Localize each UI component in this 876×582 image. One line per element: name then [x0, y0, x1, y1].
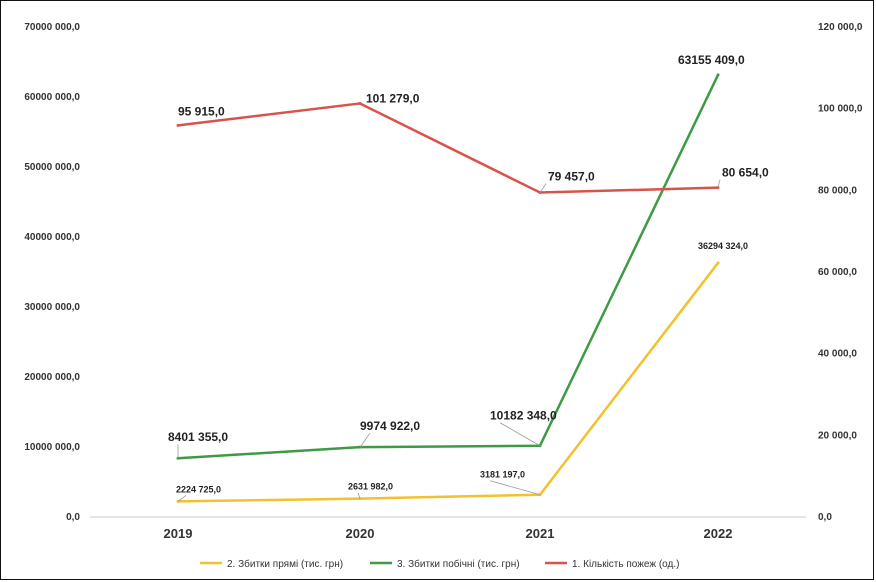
legend-item: 3. Збитки побічні (тис. грн): [370, 558, 520, 570]
x-axis-tick-label: 2022: [704, 526, 733, 541]
data-label: 10182 348,0: [490, 409, 557, 423]
data-point: [716, 261, 720, 265]
data-label: 8401 355,0: [168, 430, 228, 444]
left-axis-tick-label: 60000 000,0: [24, 92, 80, 103]
label-leader-line: [357, 492, 361, 499]
data-point: [176, 123, 180, 127]
label-leader-line: [489, 480, 541, 496]
label-leader-line: [177, 495, 187, 502]
left-axis-tick-label: 30000 000,0: [24, 302, 80, 313]
data-label: 101 279,0: [366, 91, 420, 105]
right-axis-tick-label: 60 000,0: [818, 267, 857, 278]
series-line: [177, 262, 719, 503]
left-axis-tick-label: 20000 000,0: [24, 372, 80, 383]
right-axis-tick-label: 80 000,0: [818, 185, 857, 196]
legend-label: 3. Збитки побічні (тис. грн): [397, 558, 520, 570]
left-axis-tick-label: 50000 000,0: [24, 162, 80, 173]
data-label: 3181 197,0: [480, 470, 525, 480]
right-axis-tick-label: 0,0: [818, 512, 832, 523]
data-label: 80 654,0: [722, 166, 769, 180]
legend-item: 2. Збитки прямі (тис. грн): [200, 558, 343, 570]
right-axis-tick-label: 20 000,0: [818, 430, 857, 441]
series-line: [177, 102, 719, 194]
legend-label: 2. Збитки прямі (тис. грн): [227, 558, 343, 570]
data-label: 79 457,0: [548, 170, 595, 184]
data-label: 36294 324,0: [698, 241, 748, 251]
legend-item: 1. Кількість пожеж (од.): [545, 559, 679, 570]
legend-label: 1. Кількість пожеж (од.): [572, 559, 679, 570]
data-point: [716, 73, 720, 77]
right-axis-tick-label: 120 000,0: [818, 22, 863, 33]
data-label: 95 915,0: [178, 104, 225, 118]
x-axis-tick-label: 2019: [164, 526, 193, 541]
x-axis-tick-label: 2021: [526, 526, 555, 541]
left-axis-tick-label: 40000 000,0: [24, 232, 80, 243]
data-point: [358, 101, 362, 105]
data-label: 63155 409,0: [678, 53, 745, 67]
label-leader-line: [359, 432, 371, 448]
label-leader-line: [499, 422, 541, 447]
right-axis-tick-label: 40 000,0: [818, 349, 857, 360]
left-axis-tick-label: 0,0: [66, 512, 80, 523]
left-axis-tick-label: 10000 000,0: [24, 442, 80, 453]
series-line: [177, 74, 720, 460]
data-label: 2631 982,0: [348, 482, 393, 492]
right-axis-tick-label: 100 000,0: [818, 104, 863, 115]
x-axis-tick-label: 2020: [346, 526, 375, 541]
data-label: 2224 725,0: [176, 484, 221, 494]
left-axis-tick-label: 70000 000,0: [24, 22, 80, 33]
label-leader-line: [539, 183, 547, 193]
label-leader-line: [717, 179, 721, 188]
data-label: 9974 922,0: [360, 419, 420, 433]
